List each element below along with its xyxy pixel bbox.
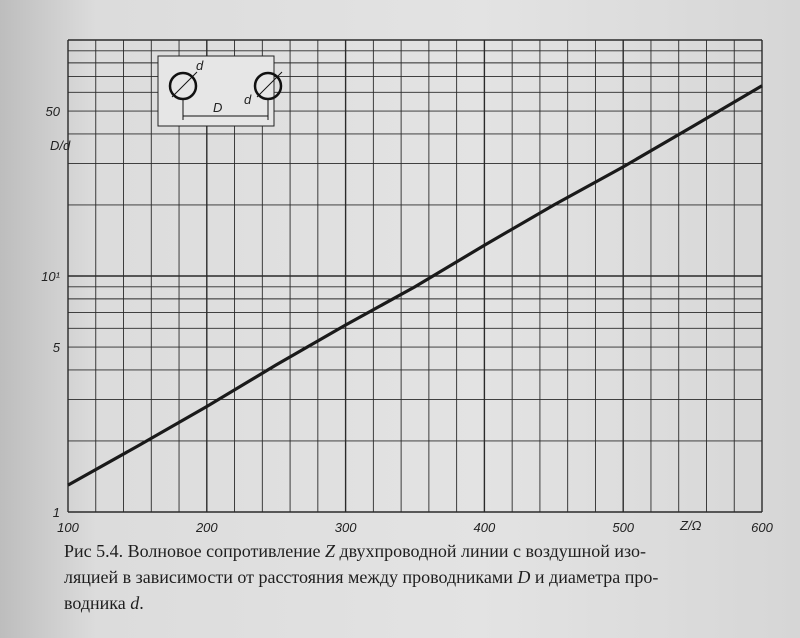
caption-line1: двухпроводной линии с воздушной изо- <box>335 541 647 561</box>
inset-label-d2: d <box>244 92 252 107</box>
caption-d: d <box>130 593 140 613</box>
y-tick-label: 10¹ <box>41 269 60 284</box>
inset-label-d1: d <box>196 58 204 73</box>
x-tick-label: 400 <box>474 520 496 535</box>
x-tick-label: 300 <box>335 520 357 535</box>
caption-line2-rest: и диаметра про- <box>530 567 659 587</box>
x-tick-label: 200 <box>195 520 218 535</box>
x-tick-labels: 100 200 300 400 500 600 <box>57 520 773 535</box>
x-axis-label: Z/Ω <box>679 518 702 533</box>
x-tick-label: 600 <box>751 520 773 535</box>
y-tick-labels: 1 5 10¹ 50 <box>41 104 61 520</box>
x-tick-label: 500 <box>612 520 634 535</box>
caption-D: D <box>517 567 531 587</box>
caption-line2: ляцией в зависимости от расстояния между… <box>64 567 518 587</box>
series-layer <box>67 84 763 487</box>
series-line <box>67 84 763 487</box>
y-tick-label: 50 <box>46 104 61 119</box>
caption-z: Z <box>324 541 335 561</box>
inset-label-D: D <box>213 100 222 115</box>
caption-prefix: Рис 5.4. Волновое сопротивление <box>64 541 325 561</box>
diameter-marker-right <box>256 71 283 98</box>
chart: d d D 100 200 300 400 500 600 1 5 10¹ 50 Z/Ω D/d <box>41 39 774 535</box>
caption-line3: водника <box>64 593 131 613</box>
diameter-marker-left <box>171 71 198 98</box>
inset-diagram: d d D <box>157 55 283 127</box>
y-tick-label: 1 <box>53 505 60 520</box>
conductor-right <box>253 71 283 101</box>
caption-line3-end: . <box>139 593 144 613</box>
y-tick-label: 5 <box>53 340 61 355</box>
conductor-left <box>168 71 198 101</box>
y-axis-label: D/d <box>50 138 71 153</box>
figure-caption: Рис 5.4. Волновое сопротивление Z двухпр… <box>64 538 790 616</box>
x-tick-label: 100 <box>57 520 79 535</box>
